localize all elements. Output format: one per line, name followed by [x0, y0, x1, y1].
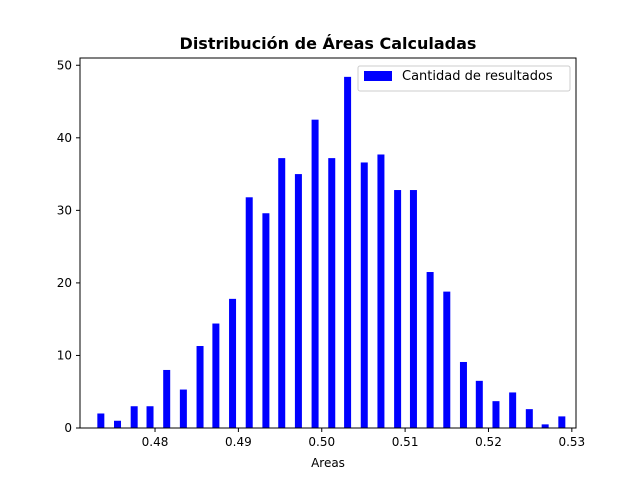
histogram-bar: [558, 416, 566, 428]
x-ticks-group: 0.48 0.49 0.50 0.51 0.52 0.53: [142, 428, 585, 449]
histogram-bar: [179, 389, 187, 428]
y-tick-label: 0: [64, 421, 72, 435]
histogram-bar: [443, 291, 451, 428]
x-tick-label: 0.51: [392, 435, 419, 449]
x-tick-label: 0.53: [558, 435, 585, 449]
histogram-bar: [294, 174, 302, 428]
histogram-bar: [360, 162, 368, 428]
histogram-bar: [409, 190, 417, 428]
legend: Cantidad de resultados: [357, 65, 571, 92]
y-tick-label: 30: [57, 203, 72, 217]
histogram-bar: [130, 406, 138, 428]
y-tick-label: 20: [57, 276, 72, 290]
histogram-bar: [262, 213, 270, 428]
histogram-bar: [97, 413, 105, 428]
bars-group: [97, 76, 566, 429]
plot-frame: [79, 57, 577, 429]
histogram-bar: [229, 298, 237, 428]
x-axis-label: Areas: [311, 456, 345, 470]
histogram-bar: [509, 392, 517, 428]
histogram-bar: [328, 158, 336, 428]
histogram-bar: [212, 323, 220, 428]
x-tick-label: 0.49: [225, 435, 252, 449]
y-ticks-group: 0 10 20 30 40 50: [57, 58, 80, 435]
legend-swatch: [364, 71, 392, 81]
histogram-bar: [426, 272, 434, 428]
histogram-bar: [377, 154, 385, 429]
histogram-bar: [278, 158, 286, 428]
legend-box: [357, 65, 571, 92]
histogram-bar: [146, 406, 154, 428]
histogram-bar: [114, 420, 122, 428]
histogram-bar: [163, 369, 171, 428]
histogram-bar: [525, 409, 533, 428]
histogram-bar: [196, 346, 204, 428]
histogram-bar: [541, 424, 549, 428]
legend-label: Cantidad de resultados: [402, 69, 553, 84]
histogram-bar: [394, 190, 402, 428]
histogram-bar: [311, 119, 319, 429]
x-tick-label: 0.50: [308, 435, 335, 449]
histogram-bar: [245, 197, 253, 428]
histogram-bar: [344, 76, 352, 429]
histogram-bar: [459, 361, 467, 428]
y-tick-label: 10: [57, 348, 72, 362]
histogram-bar: [492, 401, 500, 428]
x-tick-label: 0.52: [475, 435, 502, 449]
chart-title: Distribución de Áreas Calculadas: [180, 34, 477, 53]
y-tick-label: 40: [57, 131, 72, 145]
x-tick-label: 0.48: [142, 435, 169, 449]
y-tick-label: 50: [57, 58, 72, 72]
histogram-bar: [475, 380, 483, 428]
